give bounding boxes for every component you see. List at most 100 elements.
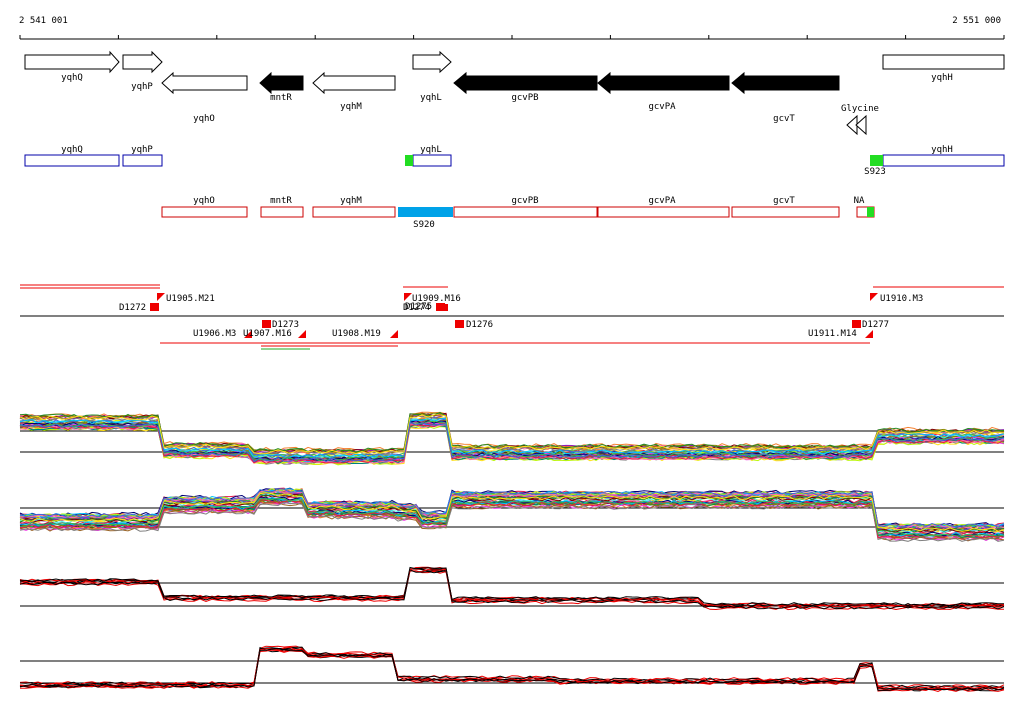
- reverse-box-gcvPA[interactable]: [597, 206, 730, 218]
- profile-panel-2: [19, 487, 1005, 542]
- downshift-marker-D1277[interactable]: [852, 320, 861, 328]
- profile-trace: [19, 421, 1005, 463]
- profile-trace: [19, 499, 1005, 539]
- profile-trace: [19, 411, 1005, 453]
- profile-panel-4: [19, 645, 1005, 693]
- forward-label-yqhH: yqhH: [931, 145, 953, 155]
- profile-trace: [19, 414, 1005, 456]
- forward-box-yqhH[interactable]: [882, 154, 1005, 167]
- downshift-label-D1275: D1275: [405, 302, 432, 312]
- forward-transcript-track: yqhQ yqhP yqhL yqhH S923: [24, 145, 1005, 177]
- profile-trace: [19, 488, 1005, 528]
- profile-lines-3: [19, 566, 1005, 611]
- segment-label-s920: S920: [413, 220, 435, 230]
- gene-arrow-yqhQ[interactable]: [24, 50, 120, 74]
- gene-label-yqhP: yqhP: [131, 82, 153, 92]
- profile-trace: [19, 647, 1005, 691]
- breakpoint-down-label-U1907: U1907.M16: [243, 329, 292, 339]
- gene-arrow-mntR[interactable]: [259, 71, 304, 95]
- breakpoint-down-marker-U1906[interactable]: [244, 330, 252, 338]
- profile-lines-4: [19, 645, 1005, 693]
- reverse-label-yqhM: yqhM: [340, 196, 362, 206]
- gene-label-yqhO: yqhO: [193, 114, 215, 124]
- breakpoint-down-marker-U1911[interactable]: [865, 330, 873, 338]
- profile-lines-2: [19, 487, 1005, 542]
- profile-trace: [19, 502, 1005, 542]
- breakpoint-down-marker-U1908[interactable]: [390, 330, 398, 338]
- profile-trace: [19, 568, 1005, 609]
- breakpoint-down-marker-U1907[interactable]: [298, 330, 306, 338]
- profile-trace: [19, 414, 1005, 455]
- segment-green-s923[interactable]: [870, 155, 883, 166]
- riboswitch-arrow-right: [855, 114, 867, 136]
- breakpoint-up-marker-U1905[interactable]: [157, 293, 165, 301]
- gene-box-yqhH[interactable]: [882, 54, 1005, 70]
- reverse-label-NA: NA: [854, 196, 865, 206]
- profile-panel-1: [19, 411, 1005, 466]
- profile-panel-3: [19, 566, 1005, 611]
- gene-label-yqhQ: yqhQ: [61, 73, 83, 83]
- downshift-marker-D1273[interactable]: [262, 320, 271, 328]
- breakpoint-track: U1905.M21 U1909.M16 U1910.M3 U1906.M3 U1…: [20, 284, 1004, 350]
- breakpoint-up-label-U1910: U1910.M3: [880, 294, 923, 304]
- forward-box-yqhP[interactable]: [122, 154, 163, 167]
- profile-trace: [19, 646, 1005, 689]
- reverse-label-gcvT: gcvT: [773, 196, 795, 206]
- breakpoint-up-label-U1909: U1909.M16: [412, 294, 461, 304]
- gene-label-gcvT: gcvT: [773, 114, 795, 124]
- profile-trace: [19, 569, 1005, 610]
- forward-label-yqhQ: yqhQ: [61, 145, 83, 155]
- forward-label-yqhP: yqhP: [131, 145, 153, 155]
- reverse-box-yqhM[interactable]: [312, 206, 396, 218]
- reverse-label-yqhO: yqhO: [193, 196, 215, 206]
- riboswitch-label: Glycine: [841, 104, 879, 114]
- downshift-marker-D1272[interactable]: [150, 303, 159, 311]
- gene-label-yqhM: yqhM: [340, 102, 362, 112]
- gene-arrow-yqhP[interactable]: [122, 50, 163, 74]
- downshift-marker-D1276[interactable]: [455, 320, 464, 328]
- gene-track: yqhQ yqhP yqhO mntR yqhM yqhL gcvPB gcvP…: [24, 50, 1005, 136]
- profile-trace: [19, 492, 1005, 532]
- gene-arrow-yqhL[interactable]: [412, 50, 452, 74]
- downshift-label-D1277: D1277: [862, 320, 889, 330]
- profile-trace: [19, 489, 1005, 530]
- downshift-label-D1276: D1276: [466, 320, 493, 330]
- reverse-box-gcvT[interactable]: [731, 206, 840, 218]
- gene-label-yqhH: yqhH: [931, 73, 953, 83]
- axis-end-label: 2 551 000: [952, 16, 1001, 26]
- profile-trace: [19, 646, 1005, 690]
- coordinate-axis: 2 541 001 2 551 000: [19, 16, 1005, 40]
- reverse-label-mntR: mntR: [270, 196, 292, 206]
- profile-trace: [19, 497, 1005, 537]
- segment-green-yqhL[interactable]: [405, 155, 413, 166]
- forward-box-yqhL[interactable]: [412, 154, 452, 167]
- gene-label-gcvPA: gcvPA: [648, 102, 676, 112]
- downshift-label-D1273: D1273: [272, 320, 299, 330]
- forward-box-yqhQ[interactable]: [24, 154, 120, 167]
- breakpoint-up-marker-U1910[interactable]: [870, 293, 878, 301]
- breakpoint-down-label-U1908: U1908.M19: [332, 329, 381, 339]
- downshift-label-D1274: D1274: [403, 303, 430, 313]
- reverse-box-gcvPB[interactable]: [453, 206, 598, 218]
- gene-arrow-gcvT[interactable]: [731, 71, 840, 95]
- gene-arrow-gcvPA[interactable]: [597, 71, 730, 95]
- axis-start-label: 2 541 001: [19, 16, 68, 26]
- axis-ticks: [19, 35, 1005, 39]
- reverse-label-gcvPB: gcvPB: [511, 196, 538, 206]
- profile-trace: [19, 493, 1005, 534]
- breakpoint-up-marker-U1909[interactable]: [404, 293, 412, 301]
- reverse-box-mntR[interactable]: [260, 206, 304, 218]
- profile-trace: [19, 566, 1005, 607]
- segment-blue-s920[interactable]: [398, 207, 453, 217]
- reverse-box-yqhO[interactable]: [161, 206, 248, 218]
- segment-green-NA[interactable]: [867, 207, 874, 217]
- downshift-marker-D1275[interactable]: [440, 304, 448, 311]
- gene-arrow-yqhO[interactable]: [161, 71, 248, 95]
- breakpoint-down-label-U1911: U1911.M14: [808, 329, 857, 339]
- gene-arrow-gcvPB[interactable]: [453, 71, 598, 95]
- reverse-label-gcvPA: gcvPA: [648, 196, 676, 206]
- gene-label-gcvPB: gcvPB: [511, 93, 538, 103]
- breakpoint-up-label-U1905: U1905.M21: [166, 294, 215, 304]
- gene-arrow-yqhM[interactable]: [312, 71, 396, 95]
